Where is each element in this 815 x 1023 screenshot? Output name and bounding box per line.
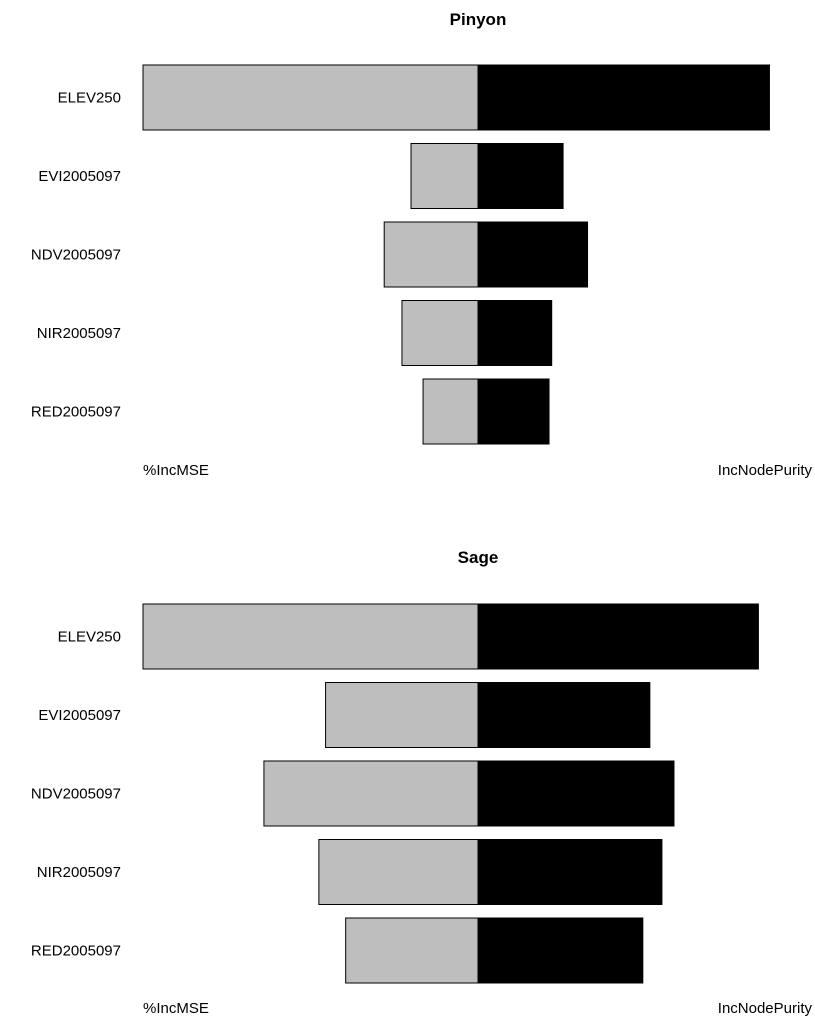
left-measure-label: %IncMSE (143, 1000, 209, 1017)
right-measure-label: IncNodePurity (718, 1000, 813, 1017)
bar-incnodepurity (478, 222, 588, 287)
bar-incnodepurity (478, 65, 769, 130)
bar-incnodepurity (478, 761, 674, 826)
bar-incnodepurity (478, 918, 643, 983)
bar-incmse (143, 604, 478, 669)
bar-incmse (143, 65, 478, 130)
panel-sage: Sage %IncMSE IncNodePurity ELEV250 EVI200… (31, 548, 813, 1017)
bar-incnodepurity (478, 840, 662, 905)
bar-incmse (411, 144, 478, 209)
category-label: EVI2005097 (38, 168, 121, 185)
bar-incmse (402, 301, 478, 366)
category-label: NDV2005097 (31, 247, 121, 264)
right-measure-label: IncNodePurity (718, 462, 813, 479)
bar-incnodepurity (478, 144, 563, 209)
category-label: NIR2005097 (37, 864, 121, 881)
bar-incnodepurity (478, 379, 549, 444)
bar-incmse (384, 222, 478, 287)
category-label: ELEV250 (58, 629, 121, 646)
bar-incmse (326, 683, 478, 748)
bar-incnodepurity (478, 604, 758, 669)
bar-incnodepurity (478, 301, 552, 366)
category-label: NIR2005097 (37, 325, 121, 342)
category-label: RED2005097 (31, 943, 121, 960)
left-measure-label: %IncMSE (143, 462, 209, 479)
bar-incmse (423, 379, 478, 444)
panel-pinyon: Pinyon %IncMSE IncNodePurity ELEV250 EVI2… (31, 10, 813, 479)
chart-title: Pinyon (450, 10, 507, 29)
category-label: EVI2005097 (38, 707, 121, 724)
bar-incmse (264, 761, 478, 826)
chart-title: Sage (458, 548, 499, 567)
category-label: RED2005097 (31, 404, 121, 421)
bar-incmse (319, 840, 478, 905)
bar-incmse (346, 918, 478, 983)
category-label: ELEV250 (58, 90, 121, 107)
category-label: NDV2005097 (31, 786, 121, 803)
bar-incnodepurity (478, 683, 650, 748)
